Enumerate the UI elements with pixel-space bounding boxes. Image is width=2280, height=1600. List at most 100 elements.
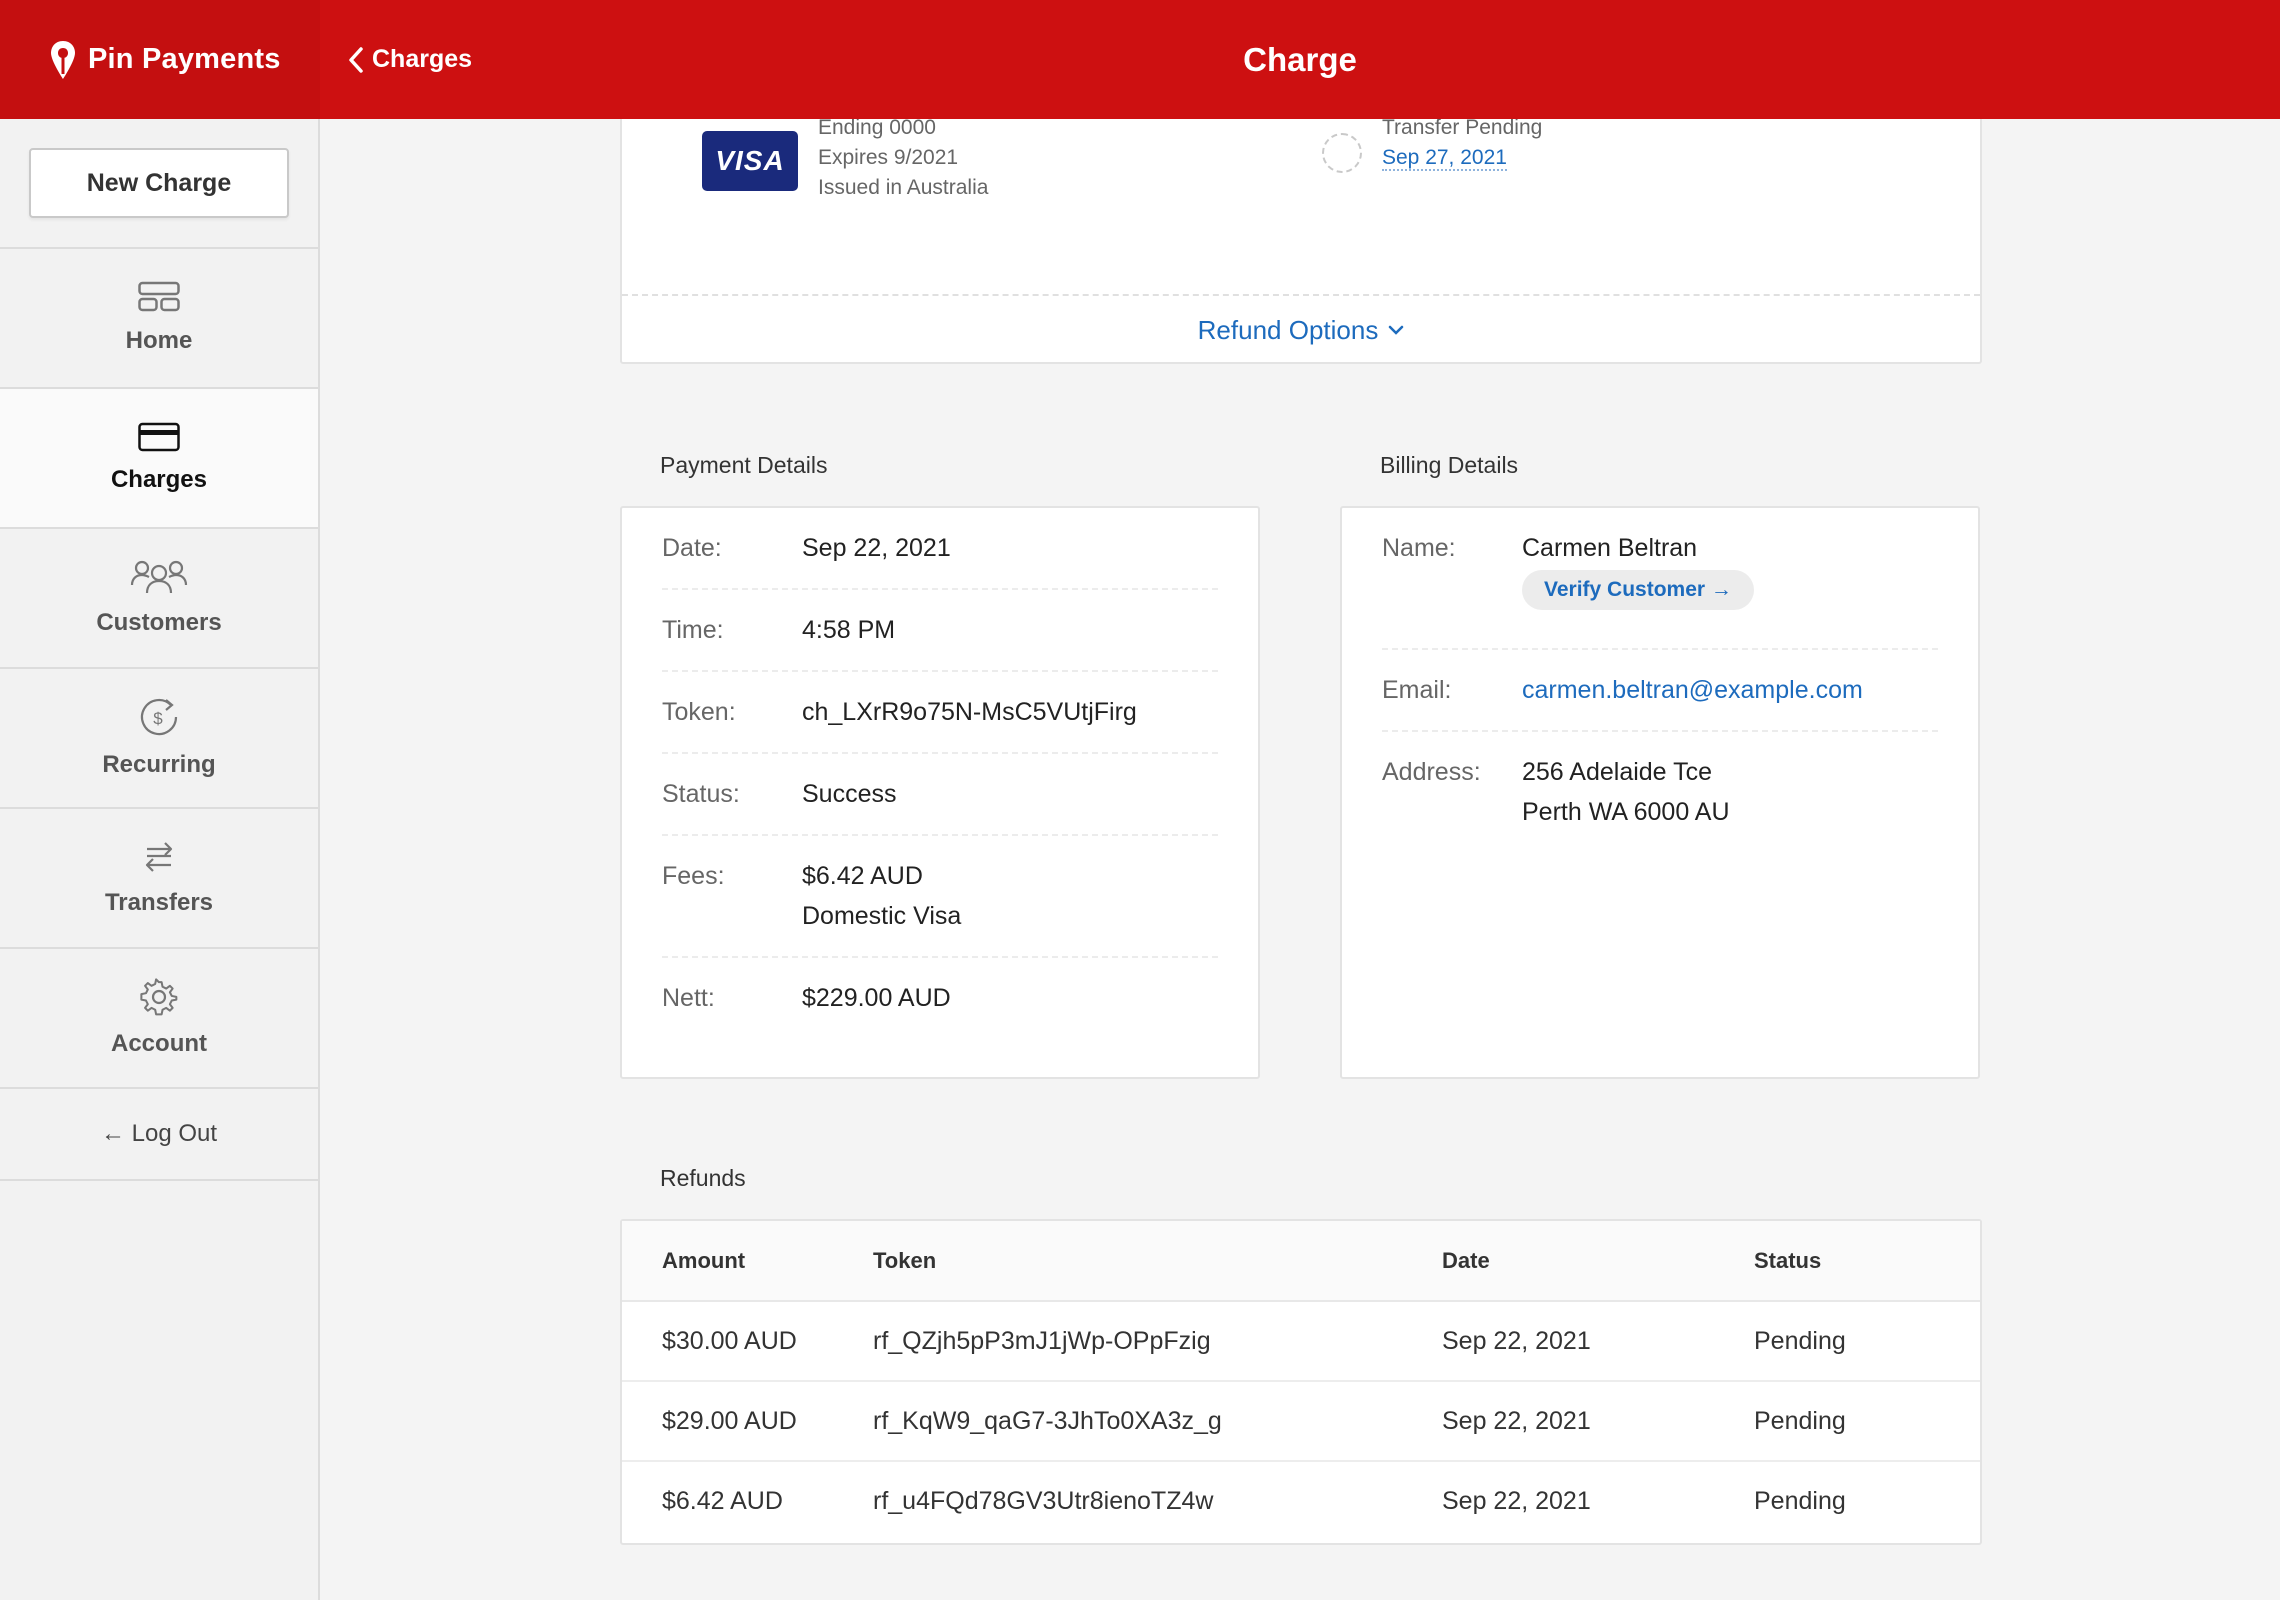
brand-name: Pin Payments	[88, 43, 281, 75]
time-value: 4:58 PM	[802, 616, 896, 644]
detail-row-fees: Fees: $6.42 AUD Domestic Visa	[662, 836, 1218, 958]
refund-date: Sep 22, 2021	[1442, 1487, 1591, 1515]
sidebar-item-transfers[interactable]: Transfers	[0, 809, 318, 949]
detail-row-token: Token: ch_LXrR9o75N-MsC5VUtjFirg	[662, 672, 1218, 754]
back-button[interactable]: Charges	[348, 0, 472, 119]
refund-date: Sep 22, 2021	[1442, 1381, 1754, 1462]
table-header-row: Amount Token Date Status	[622, 1221, 1980, 1302]
sidebar-item-label: Transfers	[104, 889, 214, 916]
column-header-date: Date	[1442, 1221, 1754, 1302]
page-title: Charge	[1243, 40, 1357, 78]
new-charge-area: New Charge	[0, 119, 318, 249]
recurring-icon: $	[140, 698, 178, 736]
sidebar-item-label: Account	[111, 1030, 207, 1057]
sidebar-item-account[interactable]: Account	[0, 949, 318, 1089]
refund-amount: $29.00 AUD	[622, 1381, 873, 1462]
chevron-down-icon	[1389, 325, 1404, 335]
sidebar: New Charge Home Charges Customers	[0, 119, 320, 1600]
detail-row-date: Date: Sep 22, 2021	[662, 508, 1218, 590]
nett-label: Nett:	[662, 984, 715, 1012]
column-header-amount: Amount	[622, 1221, 873, 1302]
status-value: Success	[802, 780, 897, 808]
payment-details-card: Date: Sep 22, 2021 Time: 4:58 PM Token: …	[620, 506, 1260, 1079]
sidebar-item-home[interactable]: Home	[0, 249, 318, 389]
refund-token: rf_KqW9_qaG7-3JhTo0XA3z_g	[873, 1381, 1442, 1462]
billing-details-card: Name: Carmen Beltran Verify Customer → E…	[1340, 506, 1980, 1079]
refund-status: Pending	[1754, 1381, 1980, 1462]
new-charge-button[interactable]: New Charge	[29, 148, 289, 218]
svg-text:$: $	[153, 709, 163, 728]
sidebar-item-charges[interactable]: Charges	[0, 389, 318, 529]
fees-type: Domestic Visa	[802, 902, 962, 930]
detail-row-time: Time: 4:58 PM	[662, 590, 1218, 672]
fees-value: $6.42 AUD Domestic Visa	[802, 856, 961, 956]
credit-card-icon	[138, 422, 180, 452]
detail-row-address: Address: 256 Adelaide Tce Perth WA 6000 …	[1382, 732, 1938, 854]
address-label: Address:	[1382, 758, 1481, 786]
token-value: ch_LXrR9o75N-MsC5VUtjFirg	[802, 698, 1137, 726]
transfers-icon	[145, 842, 173, 872]
refunds-title: Refunds	[660, 1165, 746, 1191]
users-icon	[130, 560, 188, 594]
sidebar-item-label: Recurring	[102, 751, 216, 778]
refunds-table: Amount Token Date Status $30.00 AUD rf_Q…	[622, 1221, 1980, 1541]
address-line-1: 256 Adelaide Tce	[1522, 758, 1712, 786]
column-header-status: Status	[1754, 1221, 1980, 1302]
address-value: 256 Adelaide Tce Perth WA 6000 AU	[1522, 752, 1730, 854]
transfer-date-link[interactable]: Sep 27, 2021	[1382, 146, 1507, 171]
date-value: Sep 22, 2021	[802, 534, 951, 562]
billing-details-title: Billing Details	[1380, 452, 1519, 478]
refunds-table-card: Amount Token Date Status $30.00 AUD rf_Q…	[620, 1219, 1982, 1545]
column-header-token: Token	[873, 1221, 1442, 1302]
transfer-info: Transfer Pending Sep 27, 2021	[1382, 119, 1542, 173]
customer-name: Carmen Beltran	[1522, 534, 1698, 562]
refund-amount: $6.42 AUD	[662, 1487, 783, 1515]
gear-icon	[140, 978, 178, 1016]
back-label: Charges	[372, 45, 473, 73]
sidebar-item-label: Home	[125, 327, 193, 354]
detail-row-name: Name: Carmen Beltran Verify Customer →	[1382, 508, 1938, 650]
main-content: VISA Ending 0000 Expires 9/2021 Issued i…	[322, 119, 2280, 1600]
brand-logo[interactable]: Pin Payments	[0, 0, 320, 119]
card-ending: Ending 0000	[818, 119, 936, 139]
verify-customer-button[interactable]: Verify Customer →	[1522, 570, 1754, 610]
visa-logo: VISA	[702, 131, 798, 191]
sidebar-item-label: Charges	[110, 466, 208, 493]
payment-details-title: Payment Details	[660, 452, 828, 478]
table-row[interactable]: $29.00 AUD rf_KqW9_qaG7-3JhTo0XA3z_g Sep…	[622, 1381, 1980, 1462]
email-label: Email:	[1382, 676, 1452, 704]
refund-options-label: Refund Options	[1197, 314, 1379, 345]
status-label: Status:	[662, 780, 740, 808]
table-row[interactable]: $30.00 AUD rf_QZjh5pP3mJ1jWp-OPpFzig Sep…	[622, 1301, 1980, 1382]
chevron-left-icon	[349, 46, 363, 73]
pin-icon	[51, 40, 75, 79]
name-label: Name:	[1382, 534, 1456, 562]
email-link[interactable]: carmen.beltran@example.com	[1522, 676, 1863, 704]
sidebar-item-label: Customers	[96, 609, 222, 636]
transfer-status: Transfer Pending	[1382, 119, 1543, 139]
dashboard-icon	[138, 281, 180, 312]
pending-status-icon	[1322, 133, 1362, 173]
card-expires: Expires 9/2021	[818, 146, 959, 169]
refund-options-button[interactable]: Refund Options	[622, 294, 1980, 364]
address-line-2: Perth WA 6000 AU	[1522, 798, 1730, 826]
logout-link[interactable]: ← Log Out	[0, 1089, 318, 1181]
card-issued: Issued in Australia	[818, 176, 989, 199]
time-label: Time:	[662, 616, 724, 644]
charge-summary-card: VISA Ending 0000 Expires 9/2021 Issued i…	[620, 119, 1982, 364]
name-value-group: Carmen Beltran Verify Customer →	[1522, 528, 1754, 648]
refund-status: Pending	[1754, 1487, 1846, 1515]
refund-date: Sep 22, 2021	[1442, 1301, 1754, 1382]
refund-status: Pending	[1754, 1301, 1980, 1382]
nett-value: $229.00 AUD	[802, 984, 951, 1012]
refund-amount: $30.00 AUD	[622, 1301, 873, 1382]
date-label: Date:	[662, 534, 722, 562]
table-row[interactable]: $6.42 AUD rf_u4FQd78GV3Utr8ienoTZ4w Sep …	[622, 1461, 1980, 1541]
sidebar-item-recurring[interactable]: $ Recurring	[0, 669, 318, 809]
top-bar: Pin Payments Charges Charge	[0, 0, 2280, 119]
refund-token: rf_QZjh5pP3mJ1jWp-OPpFzig	[873, 1301, 1442, 1382]
fees-label: Fees:	[662, 862, 725, 890]
refund-token: rf_u4FQd78GV3Utr8ienoTZ4w	[873, 1487, 1214, 1515]
detail-row-status: Status: Success	[662, 754, 1218, 836]
sidebar-item-customers[interactable]: Customers	[0, 529, 318, 669]
